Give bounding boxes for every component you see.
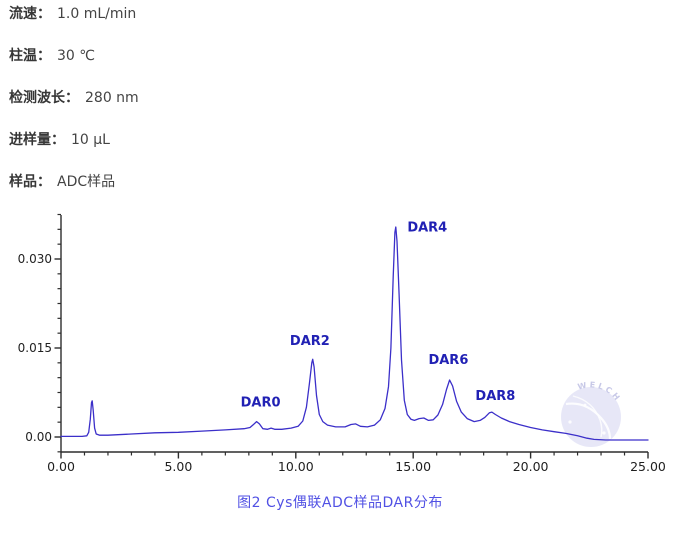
watermark-dot bbox=[602, 431, 606, 435]
axis-frame bbox=[60, 215, 648, 453]
figure-caption: 图2 Cys偶联ADC样品DAR分布 bbox=[237, 495, 443, 511]
param-detection-wavelength-value: 280 nm bbox=[85, 90, 139, 106]
chromatogram: WELCH 0.00 5.00 10.00 15.00 20.00 25.00 0.00 0.… bbox=[0, 200, 680, 480]
param-column-temp: 柱温： 30 ℃ bbox=[9, 49, 139, 64]
x-tick-label: 10.00 bbox=[278, 459, 314, 474]
y-tick-label: 0.030 bbox=[18, 252, 52, 266]
param-sample-label: 样品： bbox=[9, 174, 51, 190]
peak-label-dar0: DAR0 bbox=[241, 396, 281, 411]
welch-watermark: WELCH bbox=[561, 380, 621, 447]
watermark-dot bbox=[583, 403, 587, 407]
y-tick-label: 0.00 bbox=[25, 430, 52, 444]
x-tick-label: 5.00 bbox=[164, 459, 192, 474]
param-sample-value: ADC样品 bbox=[57, 174, 116, 190]
param-detection-wavelength-label: 检测波长： bbox=[9, 90, 79, 106]
chromatogram-svg: WELCH 0.00 5.00 10.00 15.00 20.00 25.00 0.00 0.… bbox=[18, 213, 666, 474]
watermark-circle bbox=[561, 387, 621, 447]
trace-line bbox=[60, 226, 649, 441]
peak-label-dar6: DAR6 bbox=[428, 353, 468, 368]
watermark-leaf-vein bbox=[565, 402, 612, 440]
x-tick-label: 25.00 bbox=[630, 459, 666, 474]
peak-label-dar4: DAR4 bbox=[407, 221, 447, 236]
param-detection-wavelength: 检测波长： 280 nm bbox=[9, 91, 139, 106]
peak-label-dar2: DAR2 bbox=[290, 334, 330, 349]
x-tick-label: 15.00 bbox=[395, 459, 431, 474]
x-tick-label: 20.00 bbox=[513, 459, 549, 474]
param-injection-volume-value: 10 μL bbox=[71, 132, 110, 148]
param-injection-volume-label: 进样量： bbox=[9, 132, 65, 148]
watermark-leaf-vein-2 bbox=[572, 395, 603, 438]
param-flow-rate: 流速： 1.0 mL/min bbox=[9, 7, 139, 22]
peak-label-dar8: DAR8 bbox=[475, 389, 515, 404]
param-column-temp-value: 30 ℃ bbox=[57, 48, 95, 64]
param-column-temp-label: 柱温： bbox=[9, 48, 51, 64]
x-tick-label: 0.00 bbox=[47, 459, 75, 474]
method-parameters: 流速： 1.0 mL/min 柱温： 30 ℃ 检测波长： 280 nm 进样量： 10… bbox=[9, 7, 139, 217]
param-sample: 样品： ADC样品 bbox=[9, 175, 139, 190]
param-flow-rate-label: 流速： bbox=[9, 6, 51, 22]
watermark-dot bbox=[568, 420, 572, 424]
param-flow-rate-value: 1.0 mL/min bbox=[57, 6, 137, 22]
y-tick-label: 0.015 bbox=[18, 341, 52, 355]
param-injection-volume: 进样量： 10 μL bbox=[9, 133, 139, 148]
